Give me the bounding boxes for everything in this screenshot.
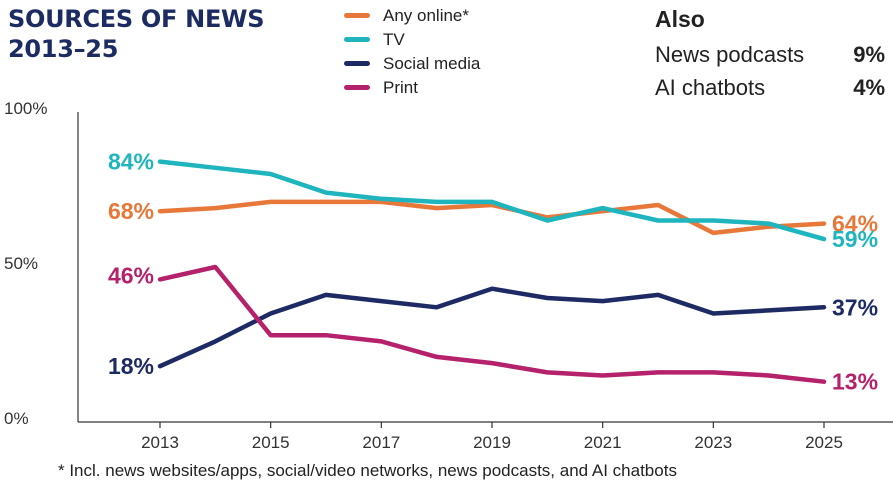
also-row-ai-chatbots: AI chatbots 4% [655,71,885,104]
series-line-any-online [157,199,827,236]
legend-item-tv: TV [344,28,480,51]
y-tick-label-0: 0% [4,409,29,428]
legend-label-tv: TV [383,29,405,49]
x-tick-label-2013: 2013 [141,433,179,452]
legend-swatch-any-online [344,13,370,18]
end-label-any-online: 64% [832,211,878,237]
legend-item-social-media: Social media [344,52,480,75]
also-title: Also [655,6,705,32]
legend-item-print: Print [344,76,480,99]
start-label-print: 46% [108,262,154,288]
x-tick-label-2019: 2019 [473,433,511,452]
end-label-social-media: 37% [832,294,878,320]
start-label-social-media: 18% [108,353,154,379]
x-tick-label-2015: 2015 [252,433,290,452]
chart-title: SOURCES OF NEWS 2013–25 [8,4,265,64]
series-line-tv [157,159,827,242]
legend: Any online* TV Social media Print [344,4,480,100]
legend-swatch-print [344,85,370,90]
also-value-ai-chatbots: 4% [853,74,885,100]
also-label-news-podcasts: News podcasts [655,41,805,67]
y-tick-label-100: 100% [4,99,47,118]
legend-label-social-media: Social media [383,53,481,73]
footnote: * Incl. news websites/apps, social/video… [58,461,677,480]
also-value-news-podcasts: 9% [853,41,885,67]
legend-label-any-online: Any online* [383,5,470,25]
legend-item-any-online: Any online* [344,4,480,27]
chart-title-line-2: 2013–25 [8,35,119,63]
start-label-tv: 84% [108,149,154,175]
x-tick-label-2023: 2023 [694,433,732,452]
x-tick-label-2017: 2017 [362,433,400,452]
end-label-print: 13% [832,369,878,395]
also-panel: Also News podcasts 9% AI chatbots 4% [655,6,885,104]
legend-label-print: Print [383,77,418,97]
legend-swatch-tv [344,37,370,42]
x-tick-label-2025: 2025 [805,433,843,452]
x-tick-label-2021: 2021 [584,433,622,452]
also-label-ai-chatbots: AI chatbots [655,74,766,100]
chart-title-line-1: SOURCES OF NEWS [8,5,265,33]
start-label-any-online: 68% [108,198,154,224]
legend-swatch-social-media [344,61,370,66]
series-line-print [157,264,827,384]
end-label-tv: 59% [832,226,878,252]
y-tick-label-50: 50% [4,254,38,273]
series-line-social-media [157,286,827,369]
also-row-news-podcasts: News podcasts 9% [655,38,885,71]
